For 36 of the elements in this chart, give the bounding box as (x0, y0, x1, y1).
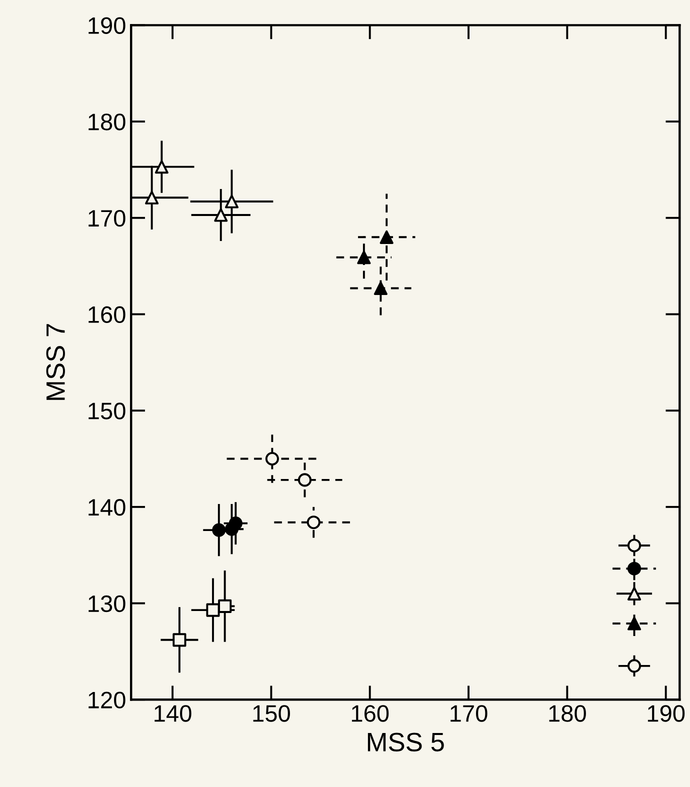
point (627, 616, 642, 630)
y-tick-label: 170 (88, 210, 126, 227)
x-tick-label: 160 (352, 705, 389, 722)
y-tick-label: 160 (88, 306, 126, 324)
x-tick-label: 180 (549, 705, 586, 722)
point (228, 516, 242, 530)
point (265, 452, 279, 466)
point (172, 633, 186, 647)
point (224, 194, 239, 208)
point (357, 250, 371, 264)
point (627, 562, 642, 576)
point (298, 473, 312, 487)
x-axis-title: MSS 5 (368, 732, 444, 752)
y-tick-label: 190 (88, 17, 126, 34)
y-axis-title: MSS 7 (46, 324, 65, 400)
point (212, 523, 226, 537)
point (627, 586, 642, 600)
point (214, 208, 228, 222)
point (218, 599, 232, 613)
x-tick-label: 150 (253, 705, 290, 722)
x-tick-label: 190 (648, 705, 685, 722)
y-tick-label: 130 (88, 595, 126, 612)
point (306, 516, 320, 530)
point (374, 281, 388, 296)
point (627, 538, 642, 552)
point (145, 190, 159, 204)
point (627, 659, 642, 673)
y-tick-label: 150 (88, 402, 126, 420)
y-tick-label: 120 (88, 692, 126, 708)
y-tick-label: 140 (88, 499, 126, 516)
point (206, 603, 220, 617)
point (154, 160, 168, 174)
x-tick-label: 140 (154, 705, 192, 722)
point (380, 230, 394, 244)
x-tick-label: 170 (450, 705, 488, 722)
y-tick-label: 180 (88, 114, 126, 130)
